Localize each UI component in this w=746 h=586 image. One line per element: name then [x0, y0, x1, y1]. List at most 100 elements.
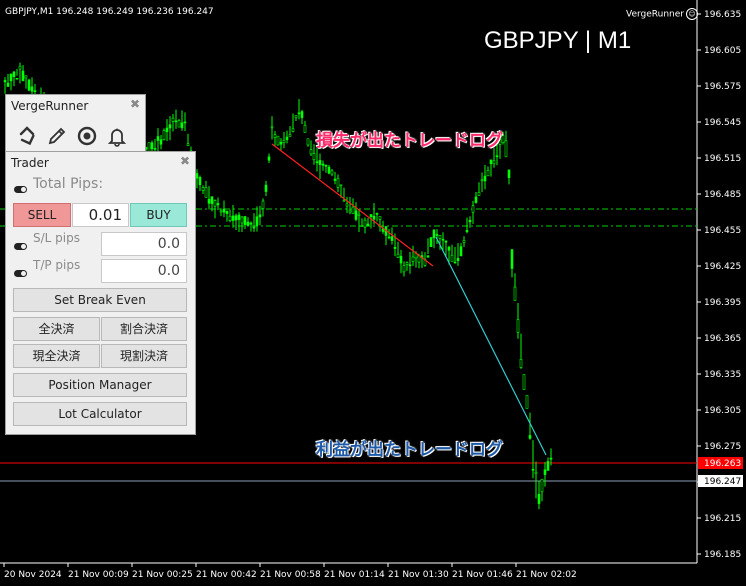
candle-body: [300, 111, 304, 118]
candle-body: [309, 149, 313, 155]
time-tick-label: 21 Nov 01:14: [324, 570, 385, 580]
price-tick-label: 196.635: [704, 10, 741, 20]
red-price-label: 196.263: [704, 459, 741, 469]
candle-body: [483, 175, 487, 182]
set-break-even-button[interactable]: Set Break Even: [13, 288, 187, 312]
candle-body: [318, 160, 322, 165]
candle-body: [426, 255, 430, 258]
lot-calculator-button[interactable]: Lot Calculator: [13, 402, 187, 426]
pencil-icon[interactable]: [42, 123, 72, 149]
tp-input[interactable]: 0.0: [101, 259, 187, 283]
price-tick-label: 196.215: [704, 514, 741, 524]
candle-body: [198, 177, 202, 186]
position-manager-button[interactable]: Position Manager: [13, 373, 187, 397]
candle-body: [528, 435, 532, 439]
candle-body: [210, 196, 214, 204]
candle-body: [180, 122, 184, 129]
bell-icon[interactable]: [102, 123, 132, 149]
candle-body: [504, 140, 508, 158]
candle-body: [159, 139, 163, 145]
toggle-icon[interactable]: [14, 243, 27, 250]
close-icon[interactable]: ✖: [179, 154, 190, 168]
target-icon[interactable]: [72, 123, 102, 149]
candle-body: [252, 226, 256, 229]
candle-body: [291, 128, 295, 132]
candle-body: [501, 135, 505, 143]
time-tick-label: 21 Nov 00:09: [68, 570, 129, 580]
chart-symbol-title: GBPJPY | M1: [484, 27, 632, 54]
candle-body: [480, 179, 484, 182]
candle-body: [249, 222, 253, 225]
candle-body: [255, 216, 259, 226]
candle-body: [492, 160, 496, 165]
candle-body: [201, 187, 205, 191]
candle-body: [237, 214, 241, 220]
price-tick-label: 196.305: [704, 406, 741, 416]
candle-body: [267, 156, 271, 161]
vergerunner-panel: VergeRunner ✖: [5, 94, 146, 155]
candle-body: [195, 173, 199, 179]
sell-button[interactable]: SELL: [13, 203, 71, 227]
candle-body: [285, 136, 289, 140]
ea-name: VergeRunner ☺: [626, 8, 698, 20]
candle-body: [381, 228, 385, 232]
sl-toggle-wrap: [14, 236, 27, 255]
candle-body: [264, 184, 268, 192]
candle-body: [516, 319, 520, 333]
candle-body: [186, 143, 190, 147]
close-all-button[interactable]: 全決済: [13, 317, 100, 341]
candle-body: [303, 124, 307, 133]
price-tick-label: 196.335: [704, 370, 741, 380]
candle-body: [438, 235, 442, 239]
candle-body: [306, 138, 310, 146]
price-tick-label: 196.545: [704, 118, 741, 128]
candle-body: [294, 115, 298, 118]
close-partial-current-button[interactable]: 現割決済: [101, 344, 187, 368]
candle-body: [246, 221, 250, 226]
lot-input[interactable]: 0.01: [72, 203, 129, 227]
tp-label: T/P pips: [33, 258, 81, 272]
candle-body: [432, 229, 436, 239]
refresh-icon[interactable]: [12, 123, 42, 149]
price-tick-label: 196.275: [704, 442, 741, 452]
candle-body: [327, 166, 331, 174]
buy-button[interactable]: BUY: [130, 203, 187, 227]
time-tick-label: 21 Nov 00:25: [132, 570, 193, 580]
candle-body: [474, 196, 478, 203]
trader-panel: Trader ✖ Total Pips: SELL 0.01 BUY S/L p…: [5, 151, 196, 435]
price-tick-label: 196.485: [704, 190, 741, 200]
candle-body: [408, 264, 412, 267]
candle-body: [9, 73, 13, 82]
candle-body: [333, 178, 337, 181]
close-icon[interactable]: ✖: [129, 97, 140, 111]
toggle-icon[interactable]: [14, 186, 27, 193]
candle-body: [372, 215, 376, 220]
candle-body: [225, 210, 229, 214]
vergerunner-toolbar: [12, 123, 132, 149]
candle-body: [342, 199, 346, 202]
candle-body: [324, 164, 328, 167]
candle-body: [531, 468, 535, 471]
close-all-current-button[interactable]: 現全決済: [13, 344, 100, 368]
candle-body: [450, 254, 454, 262]
close-partial-button[interactable]: 割合決済: [101, 317, 187, 341]
candle-body: [348, 209, 352, 213]
candle-body: [366, 223, 370, 227]
candle-body: [270, 126, 274, 129]
profit-trade-line: [435, 236, 547, 456]
candle-body: [6, 82, 10, 87]
candle-body: [156, 136, 160, 141]
candle-body: [339, 184, 343, 187]
toggle-icon[interactable]: [14, 270, 27, 277]
candle-body: [459, 246, 463, 257]
candle-body: [150, 142, 154, 150]
loss-trade-line: [271, 143, 434, 267]
candle-body: [30, 86, 34, 92]
symbol-info: GBPJPY,M1 196.248 196.249 196.236 196.24…: [5, 7, 214, 17]
candle-body: [444, 240, 448, 243]
profit-annotation: 利益が出たトレードログ: [316, 440, 503, 460]
sl-input[interactable]: 0.0: [101, 232, 187, 256]
candle-body: [330, 170, 334, 175]
candle-body: [378, 216, 382, 220]
time-tick-label: 21 Nov 01:46: [452, 570, 513, 580]
